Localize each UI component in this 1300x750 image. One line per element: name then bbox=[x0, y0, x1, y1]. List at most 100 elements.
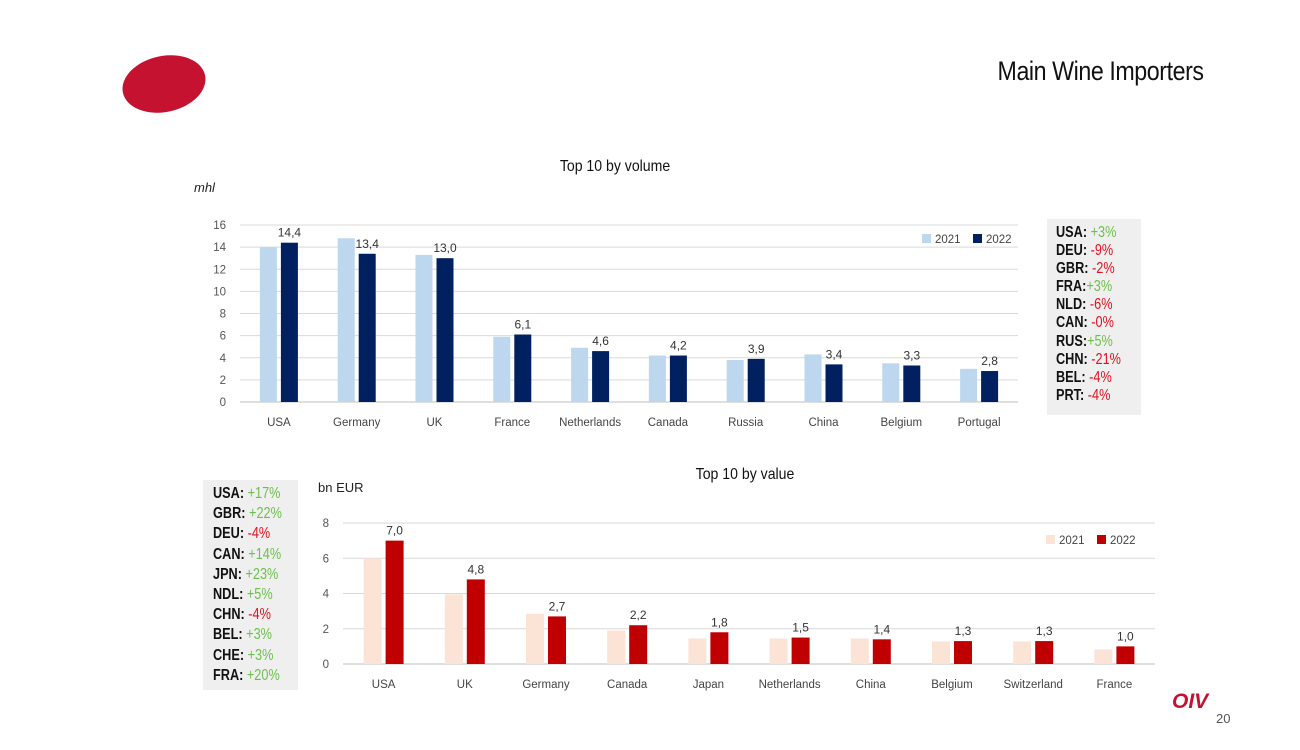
volume-bar-2021 bbox=[415, 254, 433, 402]
value-growth-row: BEL: +3% bbox=[213, 625, 283, 645]
value-bar-2021 bbox=[850, 638, 869, 664]
value-y-tick-label: 4 bbox=[323, 589, 330, 601]
volume-growth-country: CAN: bbox=[1056, 314, 1092, 332]
value-growth-change: +3% bbox=[247, 646, 274, 664]
volume-data-label: 13,0 bbox=[433, 241, 457, 255]
volume-category-label: Portugal bbox=[958, 417, 1001, 429]
value-bar-2021 bbox=[688, 638, 707, 664]
volume-growth-change: -4% bbox=[1089, 368, 1112, 386]
value-category-label: Japan bbox=[693, 679, 724, 691]
value-bar-2022 bbox=[629, 625, 648, 664]
value-category-label: Netherlands bbox=[759, 679, 821, 691]
value-category-label: Canada bbox=[607, 679, 648, 691]
page-title: Main Wine Importers bbox=[997, 56, 1204, 86]
volume-category-label: Canada bbox=[648, 417, 689, 429]
volume-bar-2022 bbox=[747, 358, 765, 402]
volume-data-label: 2,8 bbox=[981, 354, 998, 368]
value-category-label: UK bbox=[457, 679, 473, 691]
volume-bar-2022 bbox=[981, 371, 999, 402]
volume-growth-country: NLD: bbox=[1056, 296, 1090, 314]
value-legend-swatch-2022 bbox=[1097, 535, 1106, 544]
value-data-label: 1,0 bbox=[1117, 629, 1134, 643]
volume-bar-2022 bbox=[825, 364, 843, 402]
volume-y-tick-label: 10 bbox=[213, 286, 226, 298]
volume-y-tick-label: 8 bbox=[220, 309, 226, 321]
volume-data-label: 3,3 bbox=[903, 348, 920, 362]
value-data-label: 1,3 bbox=[1036, 624, 1053, 638]
value-category-label: Belgium bbox=[931, 679, 973, 691]
volume-bar-2021 bbox=[337, 238, 355, 402]
value-bar-2022 bbox=[710, 632, 729, 664]
value-growth-change: +5% bbox=[246, 586, 273, 604]
volume-growth-change: +3% bbox=[1090, 224, 1117, 241]
value-legend-swatch-2021 bbox=[1046, 535, 1055, 544]
volume-growth-country: BEL: bbox=[1056, 368, 1090, 386]
volume-data-label: 4,6 bbox=[592, 334, 609, 348]
volume-growth-change: -4% bbox=[1087, 386, 1111, 404]
volume-category-label: Russia bbox=[728, 417, 764, 429]
value-bar-2021 bbox=[1013, 641, 1032, 664]
volume-growth-change: -2% bbox=[1092, 260, 1115, 278]
value-growth-row: CHE: +3% bbox=[213, 646, 283, 666]
volume-growth-row: USA: +3% bbox=[1056, 224, 1126, 242]
value-growth-change: +23% bbox=[245, 565, 279, 583]
value-growth-row: USA: +17% bbox=[213, 484, 283, 504]
volume-growth-row: FRA:+3% bbox=[1056, 278, 1126, 296]
value-category-label: China bbox=[856, 679, 887, 691]
volume-chart-unit: mhl bbox=[194, 180, 215, 195]
volume-growth-change: -6% bbox=[1089, 296, 1113, 314]
value-data-label: 4,8 bbox=[467, 562, 484, 576]
value-legend-label-2021: 2021 bbox=[1059, 535, 1085, 547]
volume-bar-2021 bbox=[493, 336, 511, 402]
volume-chart-title: Top 10 by volume bbox=[559, 158, 671, 175]
value-bar-2022 bbox=[1116, 646, 1135, 664]
volume-category-label: Netherlands bbox=[559, 417, 621, 429]
value-growth-country: NDL: bbox=[213, 586, 247, 604]
value-growth-country: FRA: bbox=[213, 666, 247, 684]
volume-growth-change: -21% bbox=[1091, 350, 1121, 368]
volume-bar-2021 bbox=[648, 355, 666, 402]
volume-growth-country: GBR: bbox=[1056, 260, 1093, 278]
volume-bar-2021 bbox=[960, 368, 978, 402]
value-bar-2022 bbox=[1035, 641, 1054, 664]
value-bar-2022 bbox=[548, 616, 566, 664]
value-growth-country: JPN: bbox=[213, 565, 246, 583]
volume-bar-2021 bbox=[259, 247, 277, 402]
value-growth-row: DEU: -4% bbox=[213, 524, 283, 544]
value-growth-change: -4% bbox=[248, 606, 271, 624]
value-growth-row: NDL: +5% bbox=[213, 585, 283, 605]
volume-growth-row: CAN: -0% bbox=[1056, 314, 1126, 332]
value-growth-country: CAN: bbox=[213, 545, 249, 563]
value-data-label: 2,2 bbox=[630, 608, 647, 622]
volume-bar-2022 bbox=[514, 334, 532, 402]
volume-y-tick-label: 4 bbox=[220, 353, 227, 365]
volume-y-tick-label: 2 bbox=[220, 375, 226, 387]
value-data-label: 1,4 bbox=[873, 622, 890, 636]
value-growth-row: CHN: -4% bbox=[213, 605, 283, 625]
volume-bar-2022 bbox=[903, 365, 921, 402]
volume-growth-row: CHN: -21% bbox=[1056, 351, 1126, 369]
value-bar-2021 bbox=[1094, 649, 1113, 664]
value-category-label: Switzerland bbox=[1003, 679, 1062, 691]
value-category-label: USA bbox=[372, 679, 396, 691]
value-growth-row: CAN: +14% bbox=[213, 545, 283, 565]
volume-bar-2022 bbox=[592, 351, 610, 402]
volume-y-tick-label: 16 bbox=[213, 220, 226, 232]
value-bar-2021 bbox=[444, 594, 463, 664]
value-data-label: 1,5 bbox=[792, 621, 809, 635]
volume-legend-swatch-2022 bbox=[973, 234, 982, 243]
value-data-label: 1,8 bbox=[711, 615, 728, 629]
value-growth-country: CHE: bbox=[213, 646, 248, 664]
volume-data-label: 4,2 bbox=[670, 339, 687, 353]
value-growth-country: USA: bbox=[213, 485, 248, 502]
volume-data-label: 3,9 bbox=[748, 342, 765, 356]
volume-data-label: 3,4 bbox=[826, 347, 843, 361]
value-growth-row: JPN: +23% bbox=[213, 565, 283, 585]
volume-growth-country: RUS: bbox=[1056, 332, 1088, 350]
volume-bar-2022 bbox=[436, 258, 454, 402]
volume-growth-country: DEU: bbox=[1056, 242, 1091, 260]
value-chart-unit: bn EUR bbox=[318, 480, 364, 495]
value-growth-change: +22% bbox=[249, 505, 282, 523]
volume-legend-label-2022: 2022 bbox=[986, 234, 1012, 246]
